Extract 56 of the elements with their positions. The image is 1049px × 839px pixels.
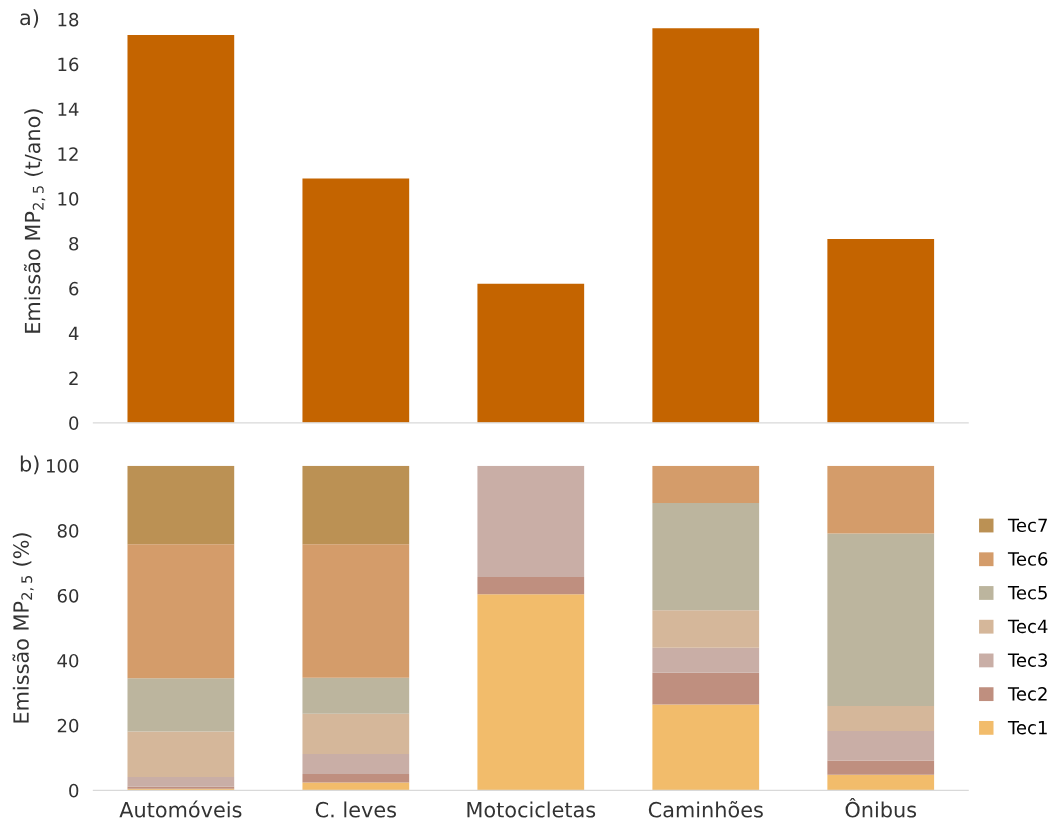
legend-label: Tec3	[1007, 653, 1047, 667]
y-axis-title: Emissão MP$_{2,5}$ (%)	[12, 533, 34, 723]
legend-label: Tec5	[1007, 586, 1047, 600]
y-tick-label: 0	[69, 416, 79, 430]
bar	[827, 760, 935, 775]
bar	[302, 782, 410, 791]
x-tick-label: C. leves	[315, 801, 396, 818]
bar	[652, 502, 760, 611]
bar	[652, 465, 760, 503]
y-tick-label: 20	[57, 718, 79, 733]
bar	[302, 774, 410, 783]
y-tick-label: 2	[69, 371, 78, 385]
bar	[302, 544, 410, 678]
x-tick-label: Caminhões	[648, 801, 763, 818]
bar	[302, 465, 410, 545]
bar	[652, 672, 760, 705]
bar	[302, 178, 410, 423]
bar	[127, 465, 235, 545]
legend-label: Tec1	[1007, 720, 1047, 735]
x-tick-label: Automóveis	[119, 800, 242, 818]
bar	[302, 677, 410, 714]
bar	[652, 704, 760, 791]
text: a)	[20, 9, 39, 28]
bar	[827, 774, 935, 791]
bar	[127, 544, 235, 679]
y-tick-label: 6	[69, 281, 79, 296]
y-tick-label: 80	[57, 524, 79, 538]
y-tick-label: 100	[46, 459, 79, 473]
bar	[127, 678, 235, 732]
bar	[477, 465, 585, 578]
y-tick-label: 12	[58, 147, 78, 161]
bar	[652, 28, 760, 423]
legend-label: Tec4	[1007, 619, 1048, 634]
y-tick-label: 10	[58, 192, 79, 206]
bar	[827, 239, 935, 423]
bar	[477, 577, 585, 595]
y-tick-label: 16	[58, 57, 79, 72]
legend-label: Tec7	[1007, 518, 1047, 533]
y-tick-label: 4	[68, 326, 79, 341]
y-tick-label: 14	[58, 102, 79, 116]
bar	[477, 594, 585, 791]
y-tick-label: 40	[57, 653, 79, 668]
bar	[827, 465, 935, 534]
y-tick-label: 18	[58, 12, 79, 27]
y-axis-title: Emissão MP$_{2,5}$ (t/ano)	[23, 109, 46, 333]
text: b)	[20, 455, 39, 475]
y-tick-label: 0	[69, 783, 79, 798]
bar	[827, 533, 935, 706]
legend-label: Tec6	[1007, 552, 1048, 566]
x-tick-label: Motocicletas	[467, 801, 596, 818]
legend-label: Tec2	[1007, 687, 1047, 701]
bar	[127, 34, 235, 423]
x-tick-label: Ônibus	[845, 797, 917, 818]
y-tick-label: 8	[69, 236, 79, 251]
bar	[477, 283, 585, 423]
y-tick-label: 60	[57, 588, 79, 603]
